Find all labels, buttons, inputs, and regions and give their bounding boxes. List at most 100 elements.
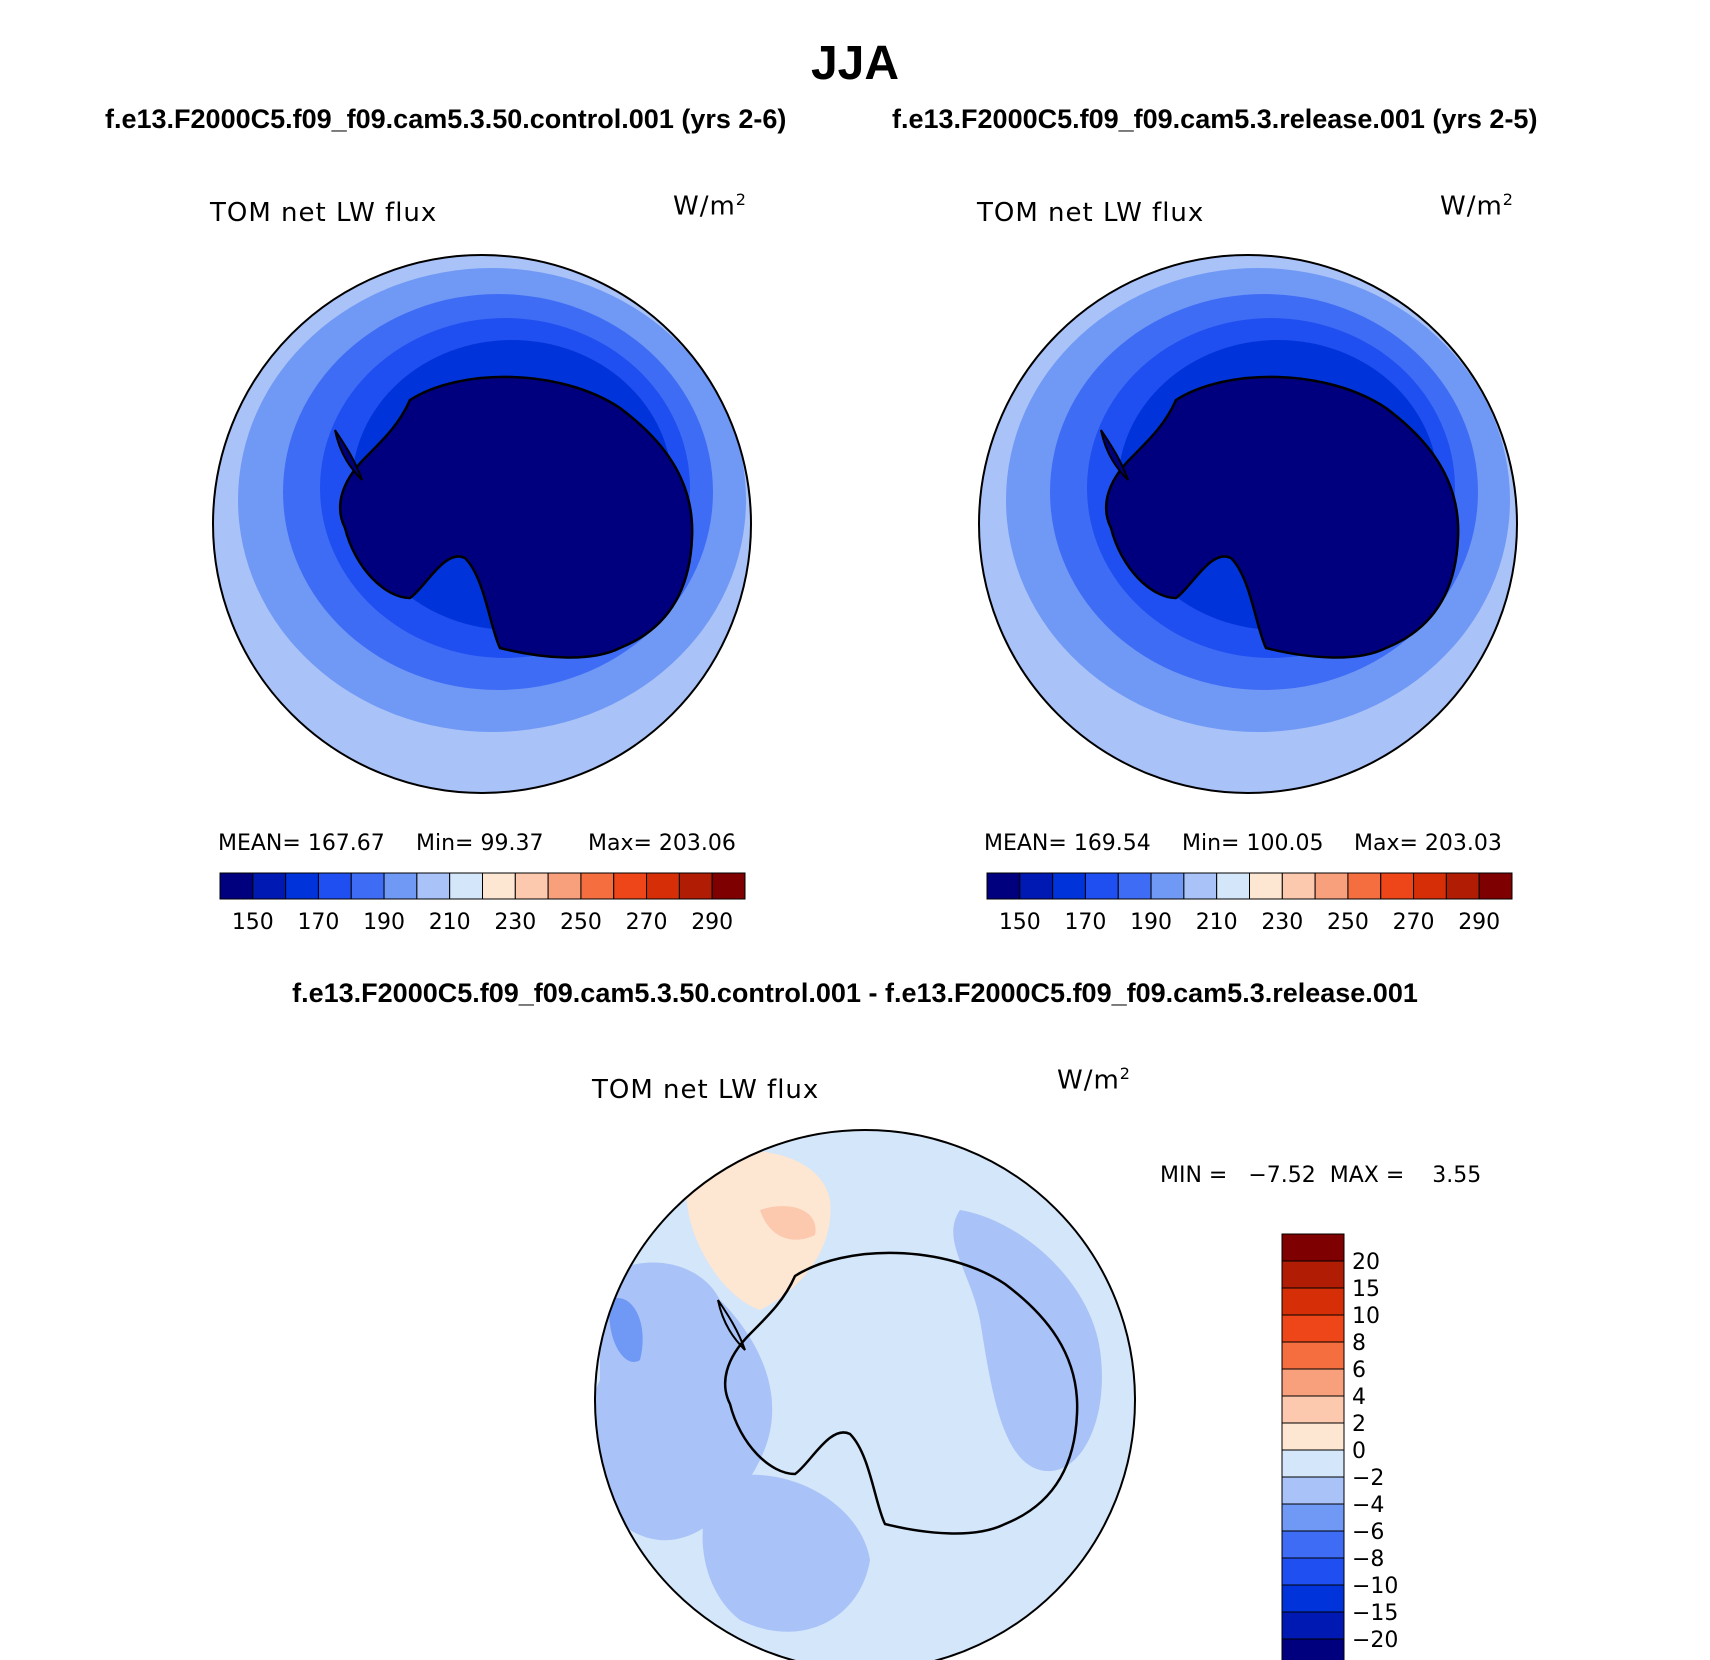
diff-colorbar-tick-label: 15: [1352, 1277, 1380, 1302]
diff-colorbar-tick-label: 0: [1352, 1439, 1366, 1464]
diff-map-positive-region: [686, 1150, 831, 1310]
left-colorbar-swatch: [383, 872, 418, 900]
left-map: [213, 255, 751, 793]
left-colorbar-swatch: [350, 872, 385, 900]
diff-colorbar-tick-label: −20: [1352, 1628, 1398, 1653]
right-colorbar-tick-label: 230: [1261, 910, 1303, 935]
left-colorbar-tick-label: 230: [494, 910, 536, 935]
figure-title: JJA: [810, 37, 900, 90]
right-colorbar-swatch: [1249, 872, 1283, 900]
diff-map-peninsula: [717, 1299, 746, 1351]
diff-colorbar-tick-label: 10: [1352, 1304, 1380, 1329]
right-stat-max: Max= 203.03: [1354, 831, 1502, 856]
diff-colorbar-tick-label: −6: [1352, 1520, 1384, 1545]
left-colorbar-tick-label: 250: [560, 910, 602, 935]
left-colorbar-tick-label: 170: [297, 910, 339, 935]
right-colorbar: 150 170 190 210 230 250 270 290: [986, 872, 1513, 935]
right-colorbar-swatch: [1019, 872, 1054, 900]
left-colorbar-swatch: [416, 872, 451, 900]
diff-variable-label: TOM net LW flux: [592, 1075, 820, 1105]
left-colorbar-swatch: [711, 872, 746, 900]
right-colorbar-tick-label: 190: [1130, 910, 1172, 935]
diff-colorbar-swatch: [1281, 1422, 1345, 1451]
right-colorbar-tick-label: 170: [1064, 910, 1106, 935]
right-variable-label: TOM net LW flux: [977, 198, 1205, 228]
diff-map: [595, 1130, 1135, 1660]
diff-map-negative-region-south: [702, 1474, 870, 1632]
difference-title: f.e13.F2000C5.f09_f09.cam5.3.50.control.…: [292, 978, 1418, 1008]
diff-colorbar-swatch: [1281, 1638, 1345, 1660]
diff-map-border: [594, 1129, 1136, 1660]
diff-colorbar-tick-label: 20: [1352, 1250, 1380, 1275]
right-colorbar-swatch: [1216, 872, 1250, 900]
right-colorbar-swatch: [1380, 872, 1415, 900]
left-case-title: f.e13.F2000C5.f09_f09.cam5.3.50.control.…: [105, 104, 787, 134]
diff-colorbar-swatch: [1281, 1584, 1345, 1613]
left-colorbar-tick-label: 210: [429, 910, 471, 935]
right-colorbar-swatch: [1347, 872, 1382, 900]
diff-colorbar-swatch: [1281, 1260, 1345, 1289]
right-map: [979, 255, 1517, 793]
left-colorbar-swatch: [580, 872, 615, 900]
diff-colorbar-swatch: [1281, 1557, 1345, 1586]
diff-colorbar-tick-label: −15: [1352, 1601, 1398, 1626]
right-colorbar-tick-label: 290: [1458, 910, 1500, 935]
diff-colorbar-tick-label: 6: [1352, 1358, 1366, 1383]
right-colorbar-swatch: [1052, 872, 1086, 900]
diff-colorbar-swatch: [1281, 1503, 1345, 1532]
right-colorbar-swatch: [1150, 872, 1185, 900]
diff-colorbar-swatch: [1281, 1287, 1345, 1316]
left-colorbar-tick-label: 190: [363, 910, 405, 935]
left-colorbar-swatch: [514, 872, 549, 900]
diff-units-label: W/m2: [1057, 1064, 1131, 1096]
right-case-title: f.e13.F2000C5.f09_f09.cam5.3.release.001…: [892, 104, 1538, 134]
right-colorbar-swatch: [1445, 872, 1480, 900]
left-map-border: [212, 254, 752, 794]
diff-colorbar-swatch: [1281, 1611, 1345, 1640]
right-stat-min: Min= 100.05: [1182, 831, 1324, 856]
left-stat-mean: MEAN= 167.67: [218, 831, 385, 856]
diff-colorbar-tick-label: −2: [1352, 1466, 1384, 1491]
diff-colorbar-swatch: [1281, 1395, 1345, 1424]
left-stat-max: Max= 203.06: [588, 831, 736, 856]
right-map-peninsula: [1100, 429, 1129, 481]
diff-colorbar-swatch: [1281, 1233, 1345, 1262]
left-colorbar-swatch: [646, 872, 680, 900]
left-colorbar-swatch: [678, 872, 713, 900]
right-colorbar-swatch: [1117, 872, 1152, 900]
left-colorbar-tick-label: 150: [232, 910, 274, 935]
diff-colorbar-tick-label: −10: [1352, 1574, 1398, 1599]
right-colorbar-swatch: [1413, 872, 1447, 900]
left-stat-min: Min= 99.37: [416, 831, 544, 856]
diff-minmax-label: MIN = −7.52 MAX = 3.55: [1160, 1163, 1482, 1188]
diff-colorbar-tick-label: −4: [1352, 1493, 1384, 1518]
right-colorbar-swatch: [1084, 872, 1119, 900]
left-units-label: W/m2: [673, 190, 747, 222]
right-colorbar-tick-label: 250: [1327, 910, 1369, 935]
right-colorbar-swatch: [1314, 872, 1349, 900]
left-colorbar-swatch: [317, 872, 352, 900]
diff-colorbar-tick-label: 2: [1352, 1412, 1366, 1437]
left-map-peninsula: [334, 429, 363, 481]
diff-map-strong-negative-spot: [609, 1298, 643, 1362]
diff-colorbar-swatch: [1281, 1341, 1345, 1370]
right-colorbar-swatch: [1478, 872, 1513, 900]
diff-colorbar-swatch: [1281, 1314, 1345, 1343]
right-colorbar-swatch: [986, 872, 1021, 900]
left-colorbar-tick-label: 290: [691, 910, 733, 935]
right-colorbar-swatch: [1183, 872, 1218, 900]
right-colorbar-tick-label: 210: [1196, 910, 1238, 935]
right-colorbar-tick-label: 150: [999, 910, 1041, 935]
diff-colorbar-tick-label: 4: [1352, 1385, 1366, 1410]
diff-colorbar-tick-label: 8: [1352, 1331, 1366, 1356]
left-colorbar: 150 170 190 210 230 250 270 290: [219, 872, 746, 935]
diff-colorbar-swatch: [1281, 1368, 1345, 1397]
left-colorbar-swatch: [219, 872, 254, 900]
right-units-label: W/m2: [1440, 190, 1514, 222]
right-stat-mean: MEAN= 169.54: [984, 831, 1151, 856]
left-colorbar-swatch: [613, 872, 648, 900]
diff-colorbar-swatch: [1281, 1476, 1345, 1505]
right-colorbar-tick-label: 270: [1393, 910, 1435, 935]
